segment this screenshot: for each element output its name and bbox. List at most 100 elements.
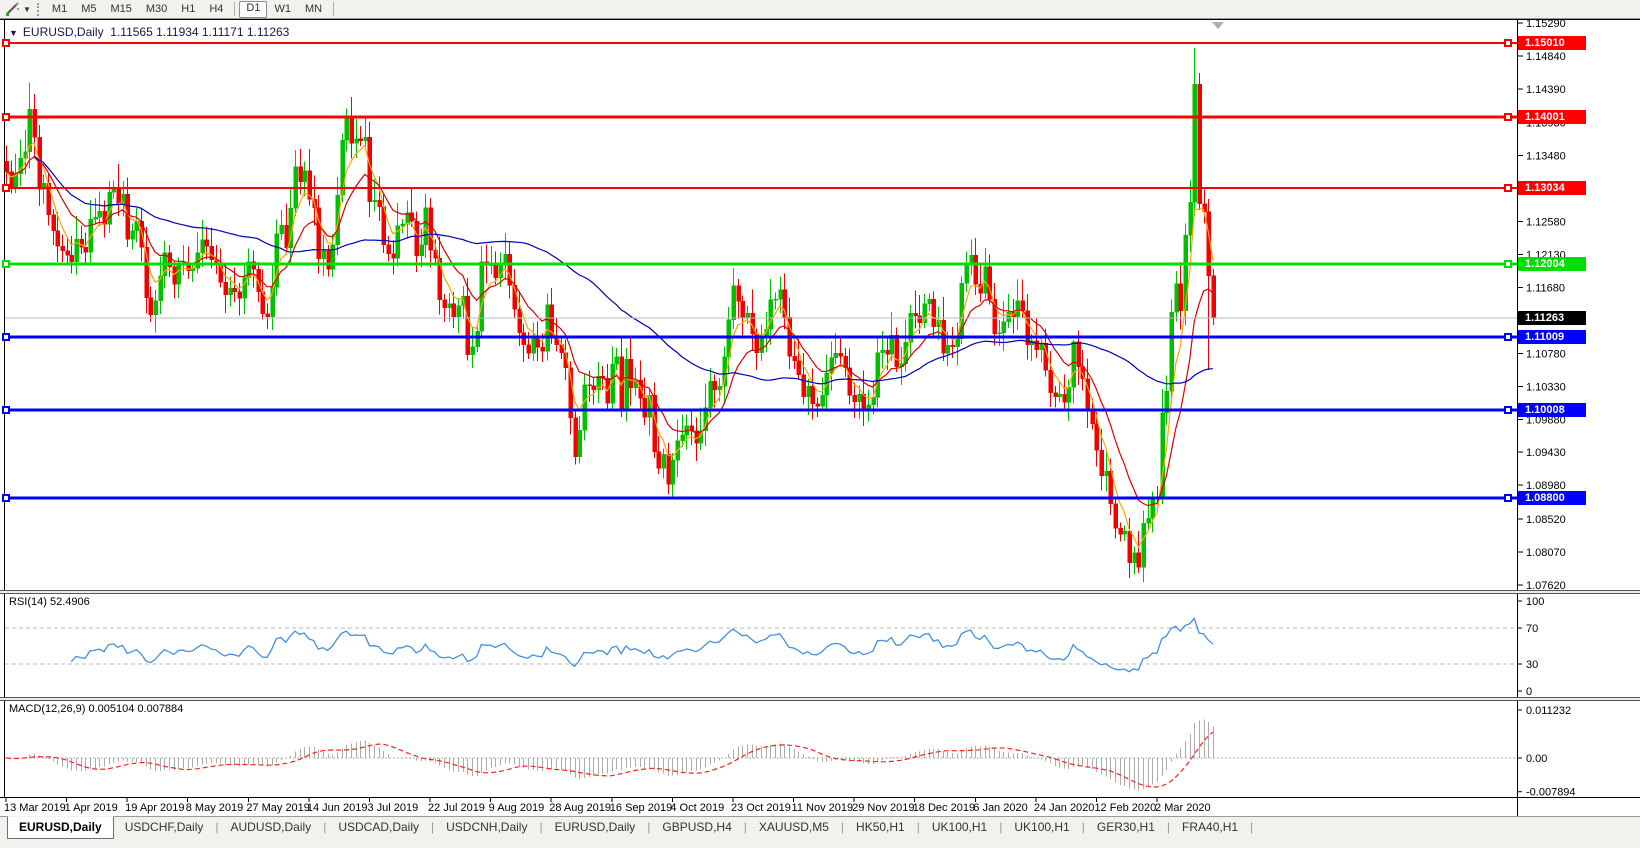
svg-text:1.14390: 1.14390 [1526,84,1566,96]
chart-tab-ger30-h1[interactable]: GER30,H1 [1096,820,1155,834]
svg-text:11 Nov 2019: 11 Nov 2019 [792,802,854,814]
macd-label: MACD(12,26,9) 0.005104 0.007884 [9,703,184,715]
svg-text:22 Jul 2019: 22 Jul 2019 [428,802,485,814]
price-level-label: 1.13034 [1518,181,1586,195]
tab-separator: | [999,820,1003,834]
tab-separator: | [1081,820,1085,834]
svg-text:3 Jul 2019: 3 Jul 2019 [367,802,418,814]
price-level-label: 1.11009 [1518,330,1586,344]
svg-text:1.08520: 1.08520 [1526,514,1566,526]
price-axis: 1.152901.148401.143901.139301.134801.130… [1518,18,1566,592]
chart-tool-dropdown-icon[interactable]: ▼ [23,4,31,14]
macd-panel: 0.011232 0.00 -0.007894 [5,705,1576,799]
chart-tool-icon[interactable] [4,1,22,17]
chart-tab-usdchf-daily[interactable]: USDCHF,Daily [124,820,204,834]
svg-text:19 Apr 2019: 19 Apr 2019 [125,802,184,814]
tab-separator: | [743,820,747,834]
svg-text:6 Jan 2020: 6 Jan 2020 [973,802,1027,814]
svg-text:1.08980: 1.08980 [1526,480,1566,492]
tab-separator: | [1166,820,1171,834]
chart-tab-usdcnh-daily[interactable]: USDCNH,Daily [446,820,528,834]
tab-separator: | [323,820,327,834]
toolbar-separator [234,2,236,16]
price-level-label: 1.12004 [1518,257,1586,271]
svg-text:28 Aug 2019: 28 Aug 2019 [549,802,611,814]
timeframe-button-MN[interactable]: MN [304,2,323,15]
svg-text:4 Oct 2019: 4 Oct 2019 [670,802,724,814]
svg-text:23 Oct 2019: 23 Oct 2019 [731,802,791,814]
svg-text:1.10780: 1.10780 [1526,348,1566,360]
chart-tab-uk100-h1[interactable]: UK100,H1 [1014,820,1070,834]
svg-text:1.12580: 1.12580 [1526,216,1566,228]
svg-text:1.10330: 1.10330 [1526,381,1566,393]
svg-text:1.15290: 1.15290 [1526,18,1566,30]
toolbar-grip[interactable] [36,2,39,16]
svg-text:8 May 2019: 8 May 2019 [186,802,243,814]
svg-text:1.09430: 1.09430 [1526,447,1566,459]
svg-text:1.11680: 1.11680 [1526,282,1565,294]
chart-ohlc-values: 1.11565 1.11934 1.11171 1.11263 [110,25,290,39]
chart-symbol-label: EURUSD,Daily [22,25,104,39]
price-level-label: 1.08800 [1518,491,1586,505]
tab-separator: | [840,820,845,834]
timeframe-button-H1[interactable]: H1 [181,2,196,15]
svg-text:12 Feb 2020: 12 Feb 2020 [1094,802,1156,814]
svg-text:14 Jun 2019: 14 Jun 2019 [307,802,368,814]
chart-tab-xauusd-m5[interactable]: XAUUSD,M5 [758,820,829,834]
price-level-label: 1.14001 [1518,110,1586,124]
chart-tab-eurusd-daily[interactable]: EURUSD,Daily [554,820,636,834]
tab-separator: | [916,820,920,834]
chart-tab-gbpusd-h4[interactable]: GBPUSD,H4 [662,820,732,834]
toolbar-separator [333,2,335,16]
timeframe-button-M15[interactable]: M15 [110,2,132,15]
tab-separator: | [215,820,219,834]
chart-title: ▼ EURUSD,Daily 1.11565 1.11934 1.11171 1.… [9,25,289,39]
svg-text:16 Sep 2019: 16 Sep 2019 [610,802,672,814]
timeframe-button-M30[interactable]: M30 [145,2,168,15]
timeframe-button-M1[interactable]: M1 [51,2,68,15]
svg-text:29 Nov 2019: 29 Nov 2019 [852,802,914,814]
svg-text:-0.007894: -0.007894 [1526,787,1576,799]
timeframe-button-M5[interactable]: M5 [81,2,97,15]
support-resistance-lines[interactable] [2,39,1517,502]
svg-text:0.00: 0.00 [1526,753,1547,765]
svg-text:1.13480: 1.13480 [1526,151,1566,163]
svg-text:9 Aug 2019: 9 Aug 2019 [489,802,545,814]
svg-text:27 May 2019: 27 May 2019 [246,802,310,814]
chart-tab-fra40-h1[interactable]: FRA40,H1 [1182,820,1239,834]
chart-tab-eurusd-daily[interactable]: EURUSD,Daily [7,816,114,839]
svg-text:2 Mar 2020: 2 Mar 2020 [1155,802,1211,814]
svg-text:18 Dec 2019: 18 Dec 2019 [913,802,975,814]
candles [4,47,1216,583]
svg-text:1.14840: 1.14840 [1526,51,1566,63]
tab-separator: | [431,820,435,834]
tab-separator: | [1250,820,1254,834]
tab-separator: | [647,820,651,834]
price-level-label: 1.15010 [1518,36,1586,50]
price-level-label: 1.10008 [1518,403,1586,417]
timeframe-toolbar: ▼ M1 M5 M15 M30 H1 H4 D1 W1 MN [0,0,1640,19]
svg-text:30: 30 [1526,659,1538,671]
chart-tab-hk50-h1[interactable]: HK50,H1 [856,820,905,834]
timeframe-button-H4[interactable]: H4 [209,2,224,15]
svg-text:1 Apr 2019: 1 Apr 2019 [65,802,118,814]
chart-tab-usdcad-daily[interactable]: USDCAD,Daily [338,820,419,834]
chart-tab-uk100-h1[interactable]: UK100,H1 [931,820,988,834]
current-price-label: 1.11263 [1518,311,1586,325]
chart-tab-bar: EURUSD,Daily USDCHF,Daily | AUDUSD,Daily | US… [0,816,1640,848]
chart-tab-audusd-daily[interactable]: AUDUSD,Daily [230,820,312,834]
svg-text:0.011232: 0.011232 [1526,705,1571,717]
svg-text:70: 70 [1526,623,1538,635]
chart-shift-marker-icon [1212,22,1224,29]
svg-text:1.09880: 1.09880 [1526,414,1566,426]
svg-text:1.07620: 1.07620 [1526,580,1566,592]
symbol-dropdown-icon[interactable]: ▼ [9,28,18,38]
timeframe-button-D1[interactable]: D1 [239,0,268,18]
rsi-panel: 100 70 30 0 [5,596,1544,698]
timeframe-button-W1[interactable]: W1 [274,2,291,15]
rsi-label: RSI(14) 52.4906 [9,596,90,608]
tab-separator: | [539,820,543,834]
